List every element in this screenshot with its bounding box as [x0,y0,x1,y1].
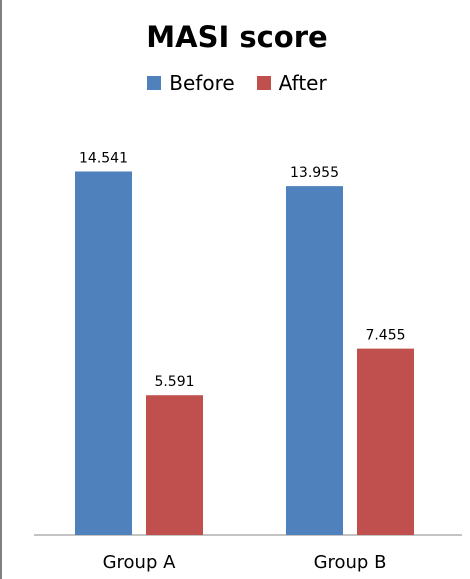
legend-swatch-after [256,76,271,90]
legend-item-after: After [256,71,327,95]
data-label-before-group-b: 13.955 [290,165,339,181]
bar-before-group-b [286,186,343,535]
chart-title: MASI score [146,20,328,54]
x-tick-label-group-a: Group A [103,552,177,573]
legend-swatch-before [147,76,162,90]
bar-after-group-b [357,348,414,535]
bar-after-group-a [146,395,203,535]
data-label-after-group-a: 5.591 [154,374,194,390]
bar-before-group-a [75,171,132,535]
data-label-before-group-a: 14.541 [79,150,128,166]
data-label-after-group-b: 7.455 [365,328,405,344]
legend: Before After [2,71,470,95]
x-tick-label-group-b: Group B [314,552,387,573]
legend-label-before: Before [169,71,235,95]
legend-label-after: After [278,71,327,95]
legend-item-before: Before [147,71,235,95]
